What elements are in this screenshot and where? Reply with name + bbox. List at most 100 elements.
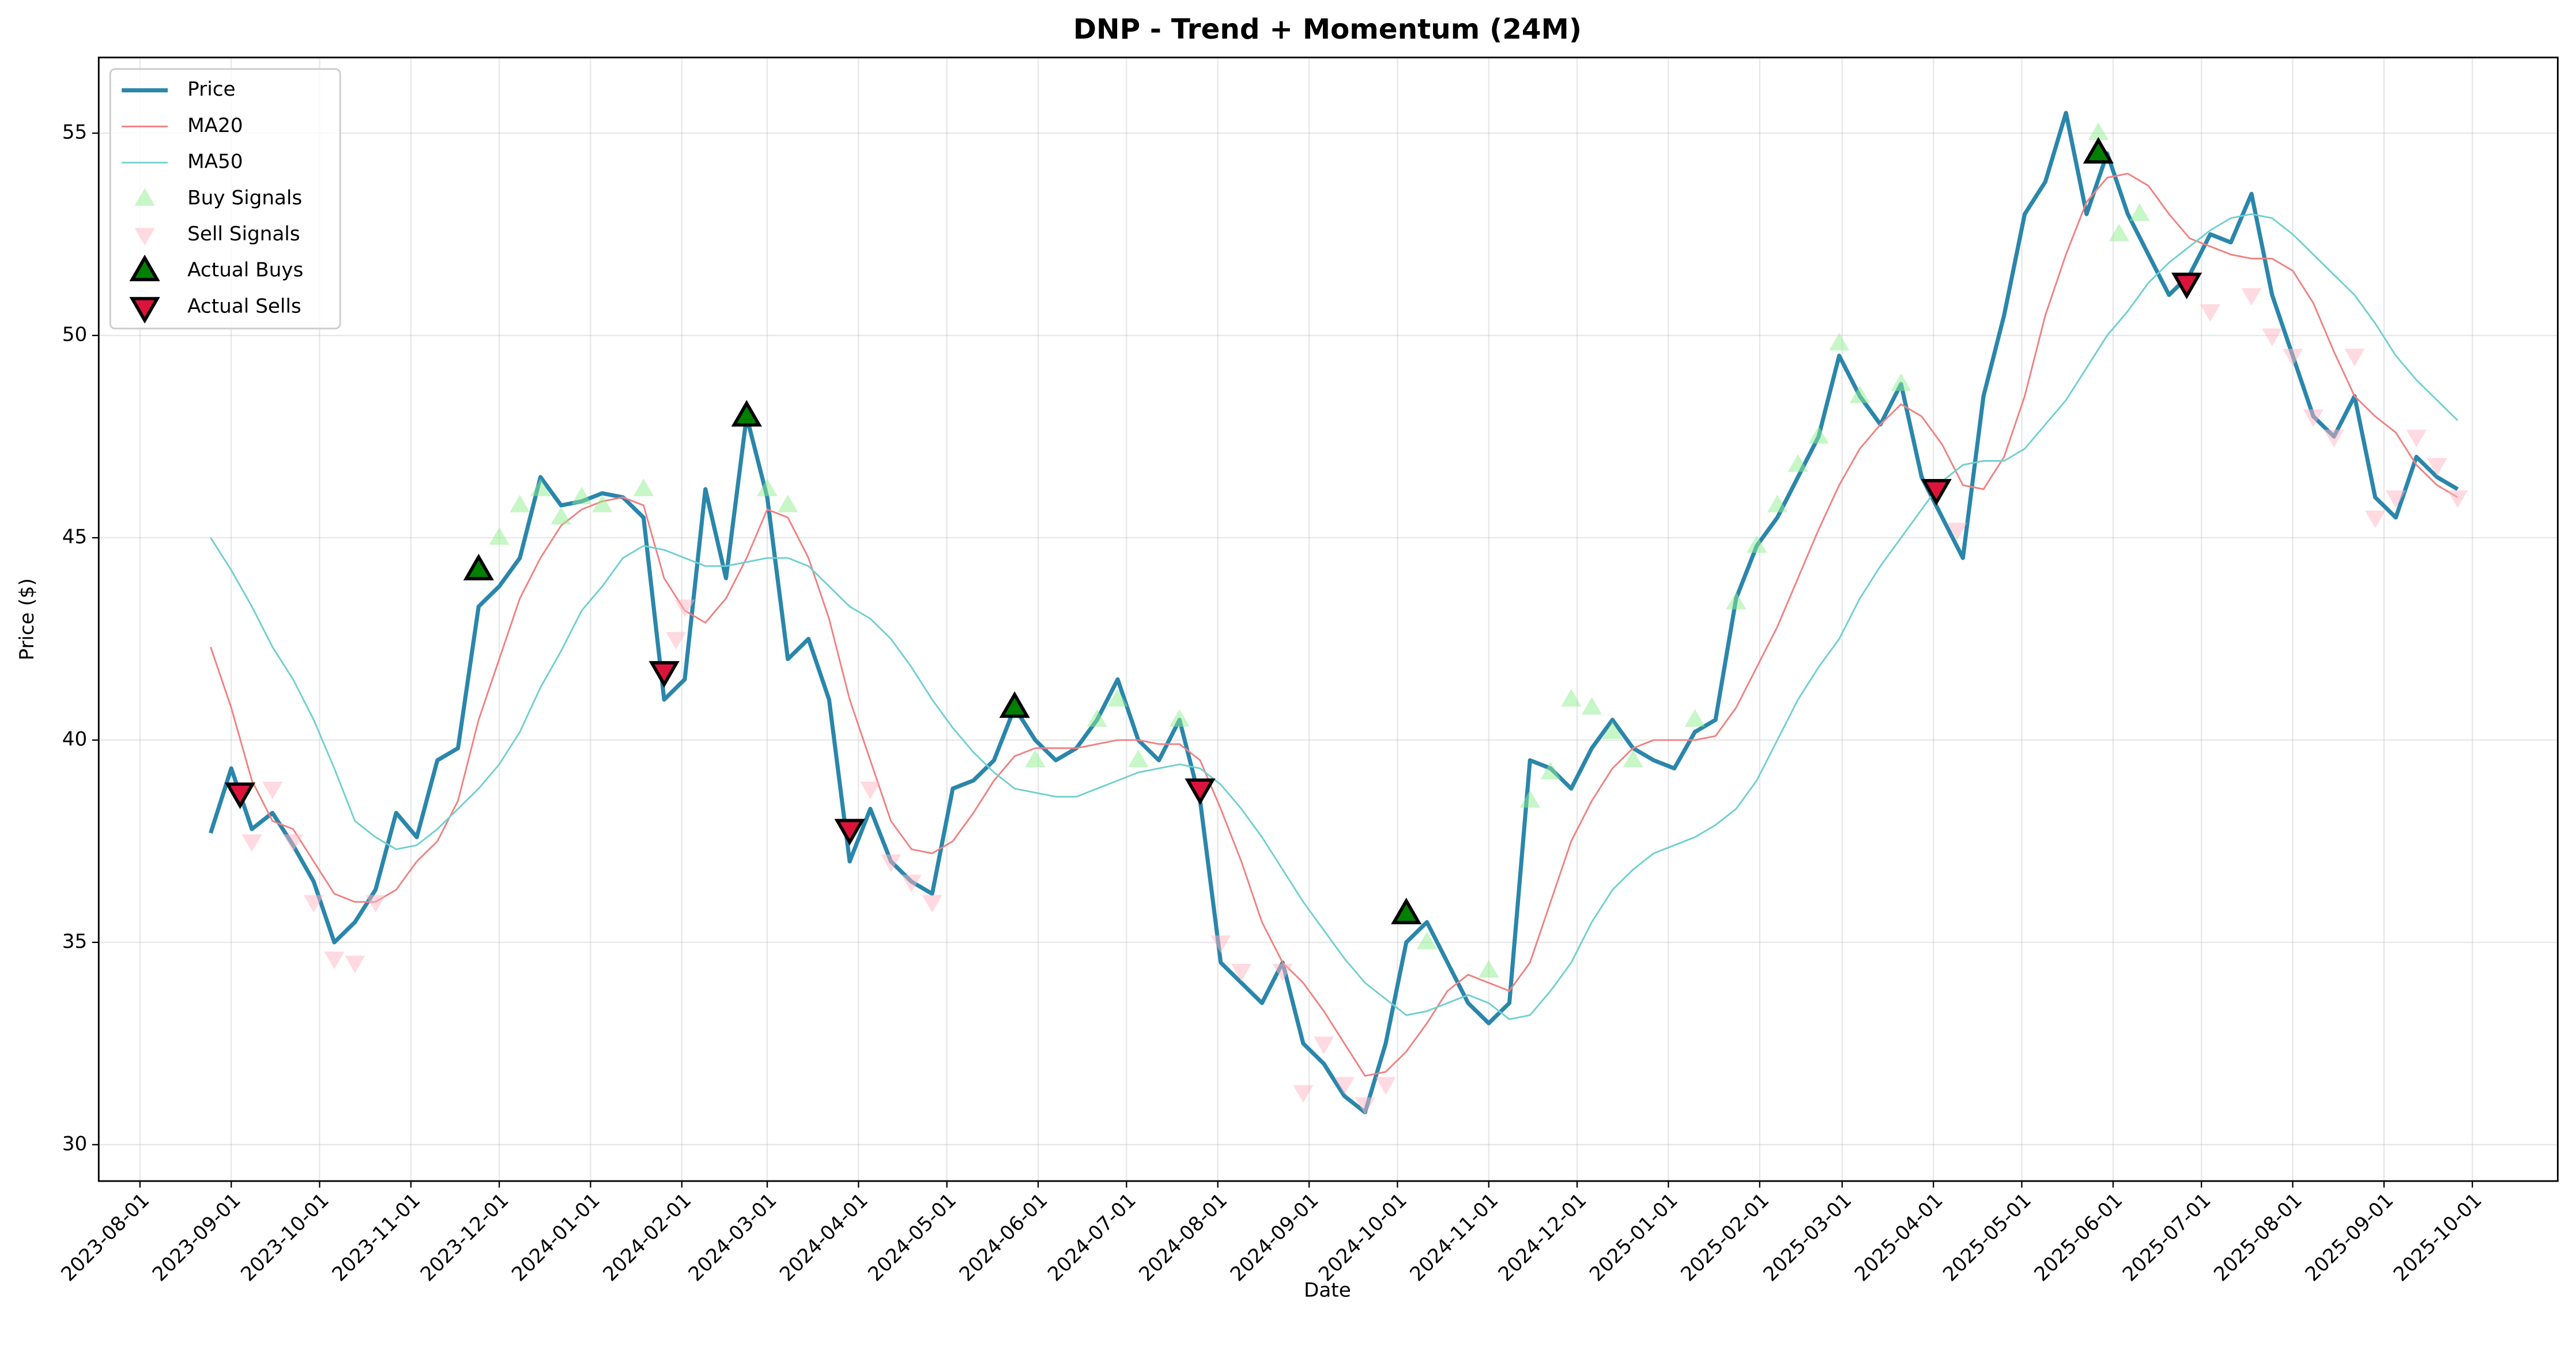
signal-marker: [510, 495, 530, 512]
signal-marker: [1947, 522, 1967, 541]
signal-marker: [2385, 490, 2406, 508]
signal-marker: [489, 527, 510, 545]
trade-marker: [731, 399, 762, 427]
trade-marker: [1391, 897, 1422, 925]
signal-marker: [2241, 288, 2262, 306]
signal-marker: [262, 782, 283, 799]
legend-label: Price: [187, 78, 235, 101]
signal-marker: [778, 495, 798, 512]
signal-marker: [282, 834, 304, 852]
legend-box: [109, 68, 341, 330]
y-axis-label: Price ($): [16, 578, 39, 661]
signal-marker: [901, 874, 922, 893]
trade-marker: [2171, 273, 2202, 300]
trade-marker: [999, 691, 1030, 718]
signal-marker: [1169, 709, 1190, 727]
trade-marker: [224, 782, 256, 809]
legend-swatch: [134, 228, 155, 246]
legend-label: MA50: [187, 150, 243, 174]
signal-marker: [1334, 1077, 1355, 1095]
signal-marker: [1602, 721, 1623, 739]
signal-marker: [1623, 749, 1643, 768]
signal-marker: [1416, 931, 1438, 949]
signal-marker: [1849, 385, 1870, 403]
legend-label: MA20: [187, 114, 243, 137]
trade-marker: [463, 553, 494, 580]
legend-label: Sell Signals: [187, 222, 300, 246]
signal-marker: [1726, 591, 1747, 610]
signal-marker: [1314, 1036, 1334, 1054]
trade-marker: [648, 661, 680, 688]
signal-marker: [1787, 454, 1808, 472]
line-series: [210, 172, 2458, 1077]
signal-marker: [1684, 709, 1705, 727]
signal-marker: [633, 478, 654, 496]
signal-marker: [242, 834, 262, 852]
signal-marker: [303, 895, 324, 913]
signal-marker: [1231, 963, 1252, 982]
signal-marker: [1128, 749, 1149, 768]
signal-marker: [860, 782, 881, 799]
signal-marker: [2109, 223, 2129, 242]
y-tick-label: 50: [62, 323, 88, 346]
signal-marker: [1767, 495, 1788, 512]
signal-marker: [2303, 409, 2324, 427]
trade-marker: [2083, 137, 2114, 164]
signal-marker: [1293, 1085, 1314, 1103]
signal-marker: [922, 895, 942, 913]
chart-title: DNP - Trend + Momentum (24M): [1073, 13, 1582, 46]
signal-marker: [881, 854, 902, 872]
signal-marker: [1747, 535, 1767, 553]
trade-marker: [834, 819, 865, 846]
signal-marker: [2282, 349, 2303, 367]
signal-marker: [2447, 490, 2468, 508]
signal-marker: [1519, 790, 1540, 808]
legend-label: Buy Signals: [187, 186, 302, 209]
signal-marker: [2088, 122, 2109, 141]
trade-marker: [1185, 778, 1216, 805]
signal-marker: [1107, 689, 1128, 707]
y-tick-label: 55: [62, 121, 88, 144]
signal-marker: [324, 951, 345, 970]
signal-marker: [1272, 963, 1293, 982]
signal-marker: [2262, 328, 2283, 346]
signal-marker: [1808, 425, 1829, 444]
plot-frame: [97, 56, 2559, 1182]
signal-marker: [2427, 458, 2447, 476]
signal-marker: [2365, 510, 2386, 529]
signal-marker: [1540, 761, 1561, 780]
line-series: [210, 213, 2458, 1020]
signal-marker: [1581, 697, 1602, 715]
signal-marker: [1829, 333, 1850, 351]
signal-marker: [1025, 749, 1046, 768]
signal-marker: [592, 495, 613, 512]
signal-marker: [674, 599, 695, 617]
signal-marker: [365, 895, 386, 913]
signal-marker: [1479, 960, 1499, 978]
signal-marker: [1210, 935, 1231, 953]
x-axis-label: Date: [1304, 1279, 1351, 1302]
plot-area: [209, 111, 2468, 1115]
signal-marker: [550, 507, 571, 525]
signal-marker: [2344, 349, 2365, 367]
y-tick-label: 35: [62, 930, 88, 953]
trade-marker: [1921, 479, 1952, 506]
signal-marker: [1891, 373, 1911, 391]
legend-swatch: [134, 188, 155, 206]
signal-marker: [2324, 429, 2344, 447]
signal-marker: [2406, 429, 2427, 447]
signal-marker: [1087, 709, 1107, 727]
signal-marker: [666, 632, 687, 650]
signal-marker: [2129, 203, 2150, 221]
signal-marker: [2200, 304, 2221, 322]
y-tick-label: 40: [62, 727, 88, 751]
legend-label: Actual Sells: [187, 295, 301, 318]
legend-swatch: [129, 254, 160, 281]
y-tick-label: 45: [62, 525, 88, 548]
signal-marker: [345, 955, 365, 974]
signal-marker: [1355, 1097, 1375, 1115]
legend-label: Actual Buys: [187, 259, 303, 282]
